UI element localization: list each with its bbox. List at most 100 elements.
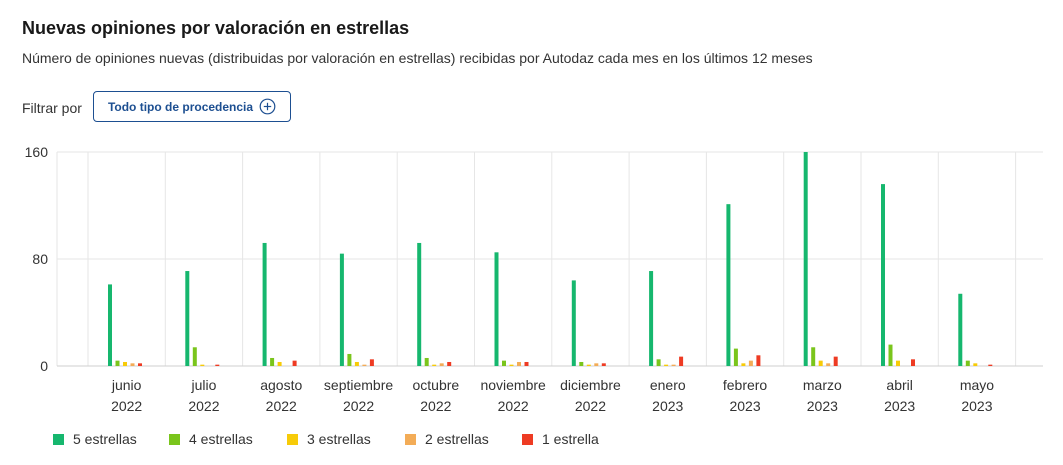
x-tick-label-month: julio <box>190 377 216 393</box>
bar-5-estrellas-enero <box>649 271 654 366</box>
legend-swatch <box>169 433 180 445</box>
x-tick-label-year: 2023 <box>807 398 838 414</box>
y-tick-label: 160 <box>25 144 49 160</box>
bar-5-estrellas-octubre <box>417 242 422 366</box>
bar-4-estrellas-septiembre <box>347 353 352 366</box>
bar-2-estrellas-diciembre <box>594 363 599 366</box>
bar-5-estrellas-septiembre <box>339 253 344 366</box>
bar-3-estrellas-mayo <box>973 363 978 366</box>
x-tick-label-year: 2023 <box>884 398 915 414</box>
bar-1-estrella-marzo <box>833 356 838 366</box>
bar-3-estrellas-febrero <box>741 363 746 366</box>
bar-1-estrella-agosto <box>292 360 297 366</box>
bar-4-estrellas-octubre <box>424 357 429 366</box>
legend-swatch <box>53 433 64 445</box>
bar-1-estrella-diciembre <box>601 363 606 366</box>
bar-1-estrella-febrero <box>756 355 761 366</box>
bar-4-estrellas-agosto <box>270 357 275 366</box>
x-tick-label-year: 2022 <box>498 398 529 414</box>
y-tick-label: 80 <box>32 251 48 267</box>
x-tick-label-year: 2022 <box>575 398 606 414</box>
x-tick-label-month: junio <box>111 377 142 393</box>
x-tick-label-year: 2022 <box>111 398 142 414</box>
x-tick-label-month: marzo <box>803 377 842 393</box>
bar-5-estrellas-febrero <box>726 204 731 366</box>
bar-2-estrellas-septiembre <box>362 364 367 366</box>
page-title: Nuevas opiniones por valoración en estre… <box>22 18 410 38</box>
bar-1-estrella-enero <box>679 356 684 366</box>
legend-label: 2 estrellas <box>425 431 489 447</box>
bar-3-estrellas-septiembre <box>354 361 359 366</box>
bar-1-estrella-mayo <box>988 364 993 366</box>
bar-4-estrellas-diciembre <box>579 361 584 366</box>
bar-5-estrellas-noviembre <box>494 252 499 366</box>
legend-item-4-estrellas: 4 estrellas <box>169 431 287 447</box>
bar-2-estrellas-junio <box>130 363 135 366</box>
legend-swatch <box>287 433 298 445</box>
bar-3-estrellas-enero <box>664 364 669 366</box>
bar-3-estrellas-abril <box>896 360 900 366</box>
x-tick-label-month: septiembre <box>324 377 393 393</box>
legend-label: 4 estrellas <box>189 431 253 447</box>
plus-circle-icon <box>259 98 276 115</box>
bar-1-estrella-junio <box>138 363 142 366</box>
bar-3-estrellas-julio <box>200 364 205 366</box>
bar-5-estrellas-marzo <box>803 152 808 366</box>
x-tick-label-month: octubre <box>412 377 459 393</box>
bar-5-estrellas-agosto <box>262 242 267 366</box>
source-filter-button-label: Todo tipo de procedencia <box>107 99 254 114</box>
x-tick-label-month: febrero <box>723 377 768 393</box>
bar-1-estrella-julio <box>215 364 220 366</box>
bar-3-estrellas-noviembre <box>509 364 514 366</box>
page-subtitle: Número de opiniones nuevas (distribuidas… <box>22 50 813 66</box>
bar-4-estrellas-marzo <box>811 347 816 366</box>
x-tick-label-month: abril <box>886 377 912 393</box>
source-filter-button[interactable]: Todo tipo de procedencia <box>93 91 291 122</box>
bar-3-estrellas-agosto <box>277 361 282 366</box>
bar-3-estrellas-junio <box>123 361 127 366</box>
x-tick-label-month: agosto <box>260 377 302 393</box>
x-tick-label-month: mayo <box>960 377 994 393</box>
bar-5-estrellas-abril <box>881 184 885 366</box>
bar-1-estrella-abril <box>911 359 915 366</box>
x-tick-label-year: 2022 <box>343 398 374 414</box>
x-tick-label-month: noviembre <box>480 377 546 393</box>
bar-5-estrellas-mayo <box>958 293 963 366</box>
bar-4-estrellas-julio <box>192 347 197 366</box>
bar-2-estrellas-octubre <box>439 363 444 366</box>
legend-swatch <box>405 433 416 445</box>
x-tick-label-year: 2023 <box>729 398 760 414</box>
bar-4-estrellas-junio <box>115 360 120 366</box>
legend-label: 1 estrella <box>542 431 599 447</box>
bar-5-estrellas-diciembre <box>571 280 576 366</box>
bar-2-estrellas-marzo <box>826 363 831 366</box>
legend-item-3-estrellas: 3 estrellas <box>287 431 405 447</box>
bar-4-estrellas-febrero <box>733 348 738 366</box>
x-tick-label-month: diciembre <box>560 377 621 393</box>
bar-3-estrellas-octubre <box>432 364 437 366</box>
x-tick-label-year: 2022 <box>420 398 451 414</box>
legend-label: 5 estrellas <box>73 431 137 447</box>
bar-4-estrellas-noviembre <box>502 360 506 366</box>
legend-swatch <box>522 433 533 445</box>
bar-1-estrella-noviembre <box>524 361 529 366</box>
y-tick-label: 0 <box>40 358 48 374</box>
bar-3-estrellas-marzo <box>818 360 823 366</box>
legend-label: 3 estrellas <box>307 431 371 447</box>
filter-label: Filtrar por <box>22 100 82 116</box>
legend-item-1-estrella: 1 estrella <box>522 431 622 447</box>
x-tick-label-year: 2022 <box>266 398 297 414</box>
reviews-bar-chart: 0 80 160 junio 2022 julio 2022 agosto 2022 septie… <box>25 144 1043 414</box>
x-tick-label-year: 2023 <box>961 398 992 414</box>
bar-1-estrella-septiembre <box>369 359 374 366</box>
bar-3-estrellas-diciembre <box>586 364 591 366</box>
bar-1-estrella-octubre <box>447 361 452 366</box>
bar-2-estrellas-enero <box>671 364 676 366</box>
bar-4-estrellas-mayo <box>965 360 970 366</box>
legend-item-5-estrellas: 5 estrellas <box>53 431 169 447</box>
bar-5-estrellas-julio <box>185 271 190 366</box>
x-tick-label-year: 2023 <box>652 398 683 414</box>
x-tick-label-year: 2022 <box>188 398 219 414</box>
bar-4-estrellas-enero <box>656 359 661 366</box>
bar-2-estrellas-noviembre <box>517 361 521 366</box>
